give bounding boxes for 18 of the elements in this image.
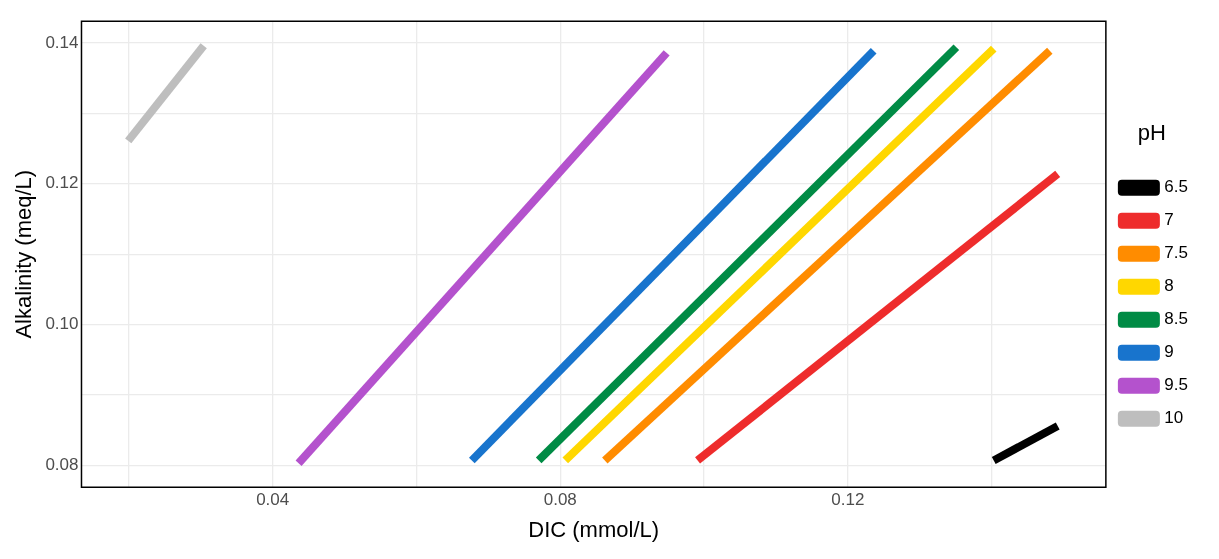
legend-label: 9.5 [1164,375,1189,395]
legend-label: 7 [1164,210,1174,230]
legend-title: pH [1137,119,1166,145]
x-tick-label: 0.04 [256,490,290,510]
legend-label: 8.5 [1164,309,1189,329]
legend-label: 6.5 [1164,177,1189,197]
legend-label: 10 [1164,408,1184,428]
y-tick-label: 0.08 [45,455,79,475]
y-axis-title: Alkalinity (meq/L) [11,169,37,339]
legend-label: 8 [1164,276,1174,296]
x-tick-label: 0.08 [543,490,577,510]
y-tick-label: 0.10 [45,314,79,334]
y-tick-label: 0.14 [45,32,79,52]
x-tick-label: 0.12 [831,490,865,510]
legend-label: 9 [1164,342,1174,362]
y-tick-label: 0.12 [45,173,79,193]
legend-label: 7.5 [1164,243,1189,263]
x-axis-title: DIC (mmol/L) [528,516,660,542]
